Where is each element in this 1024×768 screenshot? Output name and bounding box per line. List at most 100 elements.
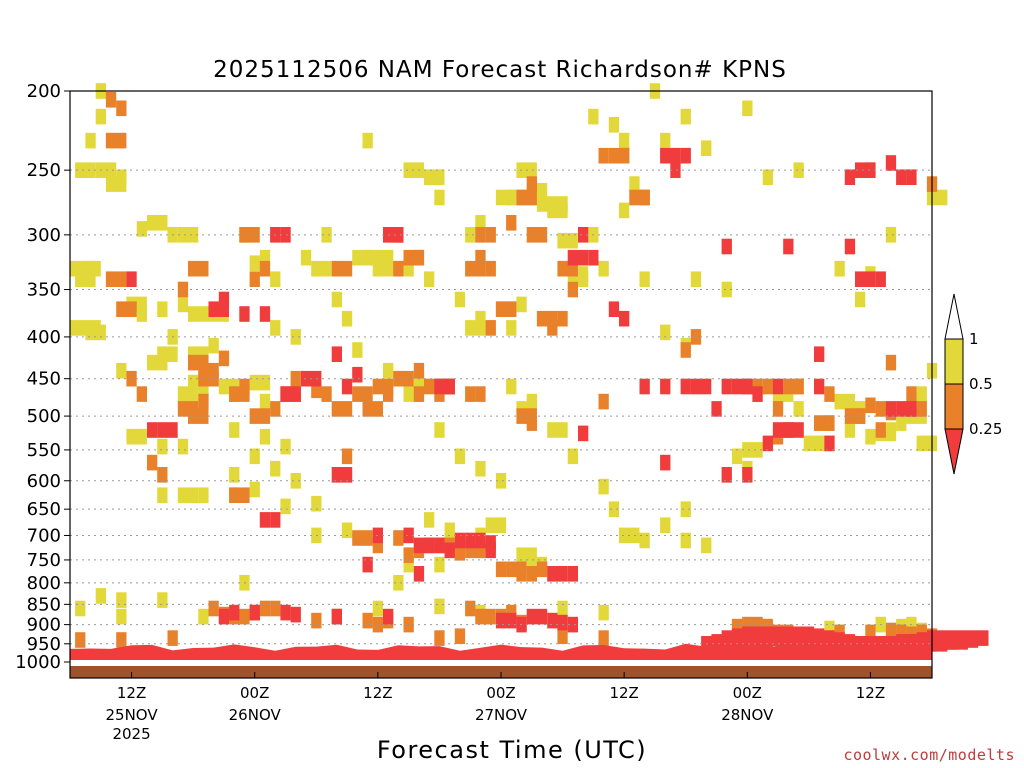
surface-layer	[70, 643, 932, 678]
heatmap-cell	[218, 291, 230, 308]
heatmap-cell	[259, 306, 271, 322]
y-tick-label: 200	[27, 81, 61, 102]
y-tick-label: 300	[27, 225, 61, 246]
heatmap-cell	[157, 467, 168, 483]
heatmap-cell	[198, 362, 219, 379]
heatmap-cell	[475, 542, 486, 559]
heatmap-cell	[598, 260, 609, 277]
heatmap-cell	[331, 291, 342, 308]
heatmap-cell	[465, 600, 476, 617]
heatmap-cell	[177, 227, 189, 243]
y-tick-label: 500	[27, 406, 61, 427]
heatmap-cell	[259, 512, 271, 528]
heatmap-cell	[762, 169, 773, 185]
heatmap-cell	[198, 487, 209, 503]
heatmap-cell	[331, 346, 342, 362]
x-tick-label: 12Z	[609, 684, 638, 702]
heatmap-cell	[362, 556, 373, 573]
heatmap-cell	[536, 608, 548, 625]
heatmap-cell	[916, 435, 938, 452]
heatmap-cell	[372, 260, 394, 277]
heatmap-cell	[383, 608, 394, 625]
heatmap-cell	[424, 169, 445, 185]
heatmap-cell	[352, 366, 363, 383]
heatmap-cell	[136, 306, 147, 322]
heatmap-cell	[896, 624, 907, 641]
heatmap-cell	[249, 604, 260, 621]
heatmap-cell	[670, 162, 681, 178]
heatmap-cell	[403, 547, 414, 563]
heatmap-cell	[465, 260, 486, 277]
heatmap-cell	[526, 176, 537, 192]
heatmap-cell	[506, 378, 517, 395]
heatmap-cell	[547, 320, 558, 336]
heatmap-cell	[311, 382, 322, 399]
heatmap-cell	[526, 415, 537, 431]
y-tick-label: 800	[27, 573, 61, 594]
heatmap-cell	[557, 310, 568, 327]
heatmap-cell	[403, 616, 414, 633]
heatmap-cell	[680, 378, 691, 395]
heatmap-cell	[424, 537, 435, 554]
colorbar-label: 0.5	[969, 375, 993, 393]
heatmap-cell	[424, 512, 435, 528]
heatmap-cell	[95, 108, 106, 125]
heatmap-cell	[321, 386, 332, 402]
heatmap-cell	[75, 600, 86, 617]
heatmap-cell	[896, 415, 907, 431]
heatmap-cell	[557, 232, 578, 249]
heatmap-cell	[885, 401, 897, 417]
heatmap-cell	[926, 189, 948, 206]
x-tick-label: 00Z	[240, 684, 269, 702]
heatmap-cell	[588, 249, 599, 266]
heatmap-cell	[95, 588, 106, 604]
heatmap-cell	[270, 401, 281, 417]
heatmap-cell	[475, 386, 486, 402]
heatmap-cell	[434, 189, 445, 206]
heatmap-cell	[331, 401, 353, 417]
heatmap-cell	[259, 600, 271, 617]
heatmap-cell	[177, 296, 189, 313]
heatmap-cell	[762, 435, 773, 452]
heatmap-cell	[865, 162, 876, 178]
heatmap-cell	[208, 600, 219, 617]
heatmap-cell	[485, 535, 496, 551]
heatmap-cell	[249, 255, 260, 271]
heatmap-cell	[536, 227, 548, 243]
heatmap-cell	[495, 612, 517, 629]
heatmap-cell	[865, 428, 876, 445]
heatmap-cell	[270, 460, 281, 477]
colorbar-mid-segment	[944, 383, 964, 430]
heatmap-cell	[290, 606, 301, 623]
heatmap-cell	[598, 393, 609, 410]
x-tick-date: 28NOV	[721, 706, 774, 724]
heatmap-cell	[680, 532, 691, 549]
heatmap-cell	[198, 393, 209, 410]
heatmap-cell	[341, 310, 353, 327]
heatmap-cell	[701, 140, 712, 156]
heatmap-cell	[75, 632, 86, 648]
heatmap-cell	[557, 566, 568, 582]
heatmap-cell	[311, 612, 322, 629]
heatmap-cell	[475, 532, 486, 549]
heatmap-cell	[403, 260, 414, 277]
heatmap-cell	[116, 301, 137, 317]
heatmap-cell	[495, 561, 507, 578]
heatmap-cell	[567, 566, 578, 582]
heatmap-cell	[465, 227, 476, 243]
heatmap-cell	[885, 227, 897, 243]
heatmap-cell	[105, 92, 117, 108]
heatmap-cell	[803, 435, 825, 452]
heatmap-cell	[147, 454, 158, 471]
heatmap-cell	[875, 422, 886, 438]
heatmap-cell	[85, 324, 106, 341]
heatmap-cell	[824, 620, 835, 637]
credit-text[interactable]: coolwx.com/modelts	[843, 746, 1015, 764]
heatmap-cell	[721, 467, 732, 483]
y-tick-label: 550	[27, 440, 61, 461]
heatmap-cell	[660, 147, 681, 164]
heatmap-cell	[608, 301, 620, 317]
heatmap-cell	[865, 397, 876, 414]
heatmap-cell	[906, 401, 917, 417]
heatmap-cell	[567, 281, 578, 298]
